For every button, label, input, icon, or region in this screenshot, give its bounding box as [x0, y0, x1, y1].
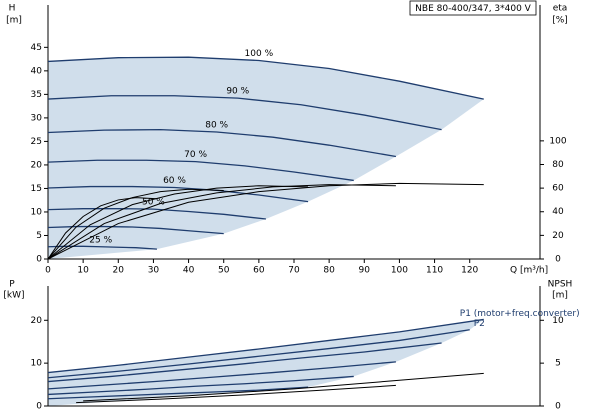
x-tick-label: 0 — [45, 266, 51, 276]
x-tick-label: 80 — [323, 266, 335, 276]
x-tick-label: 110 — [426, 266, 443, 276]
curve-label: 60 % — [163, 176, 186, 186]
curve-label: P2 — [474, 319, 485, 329]
y-tick-label: 20 — [31, 160, 43, 170]
y-axis-label: P — [9, 280, 15, 290]
x-tick-label: 90 — [359, 266, 371, 276]
y2-tick-label: 80 — [552, 160, 564, 170]
curve — [47, 329, 470, 379]
y-tick-label: 15 — [31, 184, 42, 194]
curve — [47, 361, 396, 390]
y2-tick-label: 60 — [552, 184, 564, 194]
x-tick-label: 10 — [77, 266, 89, 276]
curve-label: 50 % — [142, 198, 165, 208]
y2-tick-label: 20 — [552, 231, 564, 241]
y-tick-label: 0 — [36, 402, 42, 412]
secondary-curve — [47, 182, 484, 260]
y2-axis-unit: [m] — [552, 291, 568, 301]
x-tick-label: 20 — [113, 266, 125, 276]
curve — [47, 95, 442, 131]
curve-label: 100 % — [245, 49, 274, 59]
secondary-curve — [47, 185, 309, 260]
curve-label: 25 % — [89, 235, 112, 245]
y2-axis-unit: [%] — [552, 16, 568, 26]
x-tick-label: 40 — [183, 266, 195, 276]
curve-label: 90 % — [226, 87, 249, 97]
y2-tick-label: 40 — [552, 207, 564, 217]
y-tick-label: 30 — [31, 113, 43, 123]
x-tick-label: 50 — [218, 266, 230, 276]
curve — [47, 245, 157, 250]
x-tick-label: 120 — [461, 266, 478, 276]
secondary-curve — [76, 384, 396, 404]
y2-axis-label: eta — [553, 4, 568, 14]
title-box — [409, 0, 537, 16]
curve-label: P1 (motor+freq.converter) — [460, 309, 580, 319]
y2-tick-label: 100 — [549, 136, 566, 146]
operating-range — [48, 319, 484, 406]
y-axis-unit: [m] — [6, 16, 22, 26]
x-tick-label: 100 — [391, 266, 408, 276]
y2-tick-label: 0 — [555, 402, 561, 412]
curve — [47, 386, 309, 400]
y2-tick-label: 10 — [552, 316, 564, 326]
y-axis-unit: [kW] — [3, 291, 24, 301]
curve — [47, 56, 484, 100]
chart-title: NBE 80-400/347, 3*400 V — [415, 4, 532, 14]
secondary-curve — [83, 372, 484, 402]
curve-label: 80 % — [205, 121, 228, 131]
y-tick-label: 10 — [31, 359, 43, 369]
y-tick-label: 20 — [31, 316, 43, 326]
curve — [47, 342, 442, 383]
y-tick-label: 5 — [36, 231, 42, 241]
y-tick-label: 40 — [31, 66, 43, 76]
curve — [47, 208, 266, 220]
y-tick-label: 45 — [31, 43, 42, 53]
y2-axis-label: NPSH — [548, 280, 573, 290]
x-axis-label: Q [m³/h] — [510, 266, 548, 276]
curve — [47, 128, 397, 158]
curve — [47, 185, 309, 203]
y-axis-label: H — [9, 4, 16, 14]
y-tick-label: 10 — [31, 207, 43, 217]
x-tick-label: 60 — [253, 266, 265, 276]
x-tick-label: 70 — [288, 266, 300, 276]
curve — [47, 375, 354, 396]
curve-label: 70 % — [184, 150, 207, 160]
y2-tick-label: 0 — [555, 255, 561, 265]
y-tick-label: 25 — [31, 137, 42, 147]
curve — [47, 159, 354, 182]
curve — [47, 318, 484, 374]
x-tick-label: 30 — [148, 266, 160, 276]
y2-tick-label: 5 — [555, 359, 561, 369]
y-tick-label: 35 — [31, 90, 42, 100]
secondary-curve — [47, 184, 396, 260]
operating-range — [48, 57, 484, 259]
secondary-curve — [47, 197, 157, 260]
y-tick-label: 0 — [36, 255, 42, 265]
